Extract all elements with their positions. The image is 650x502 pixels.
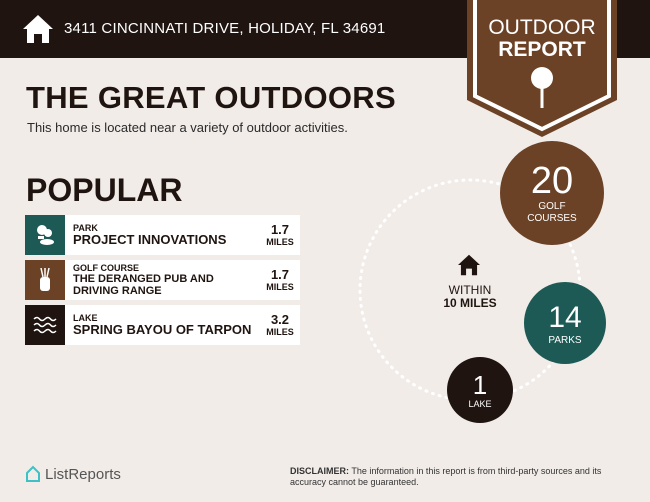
count-label: GOLF COURSES [527,201,577,224]
parks-count-circle: 14 PARKS [524,282,606,364]
count-value: 14 [548,300,582,334]
item-distance: 3.2 [270,312,290,327]
logo-icon [26,465,40,482]
golf-count-circle: 20 GOLF COURSES [500,141,604,245]
count-label: LAKE [468,399,492,409]
item-category: GOLF COURSE [73,263,140,273]
house-icon [23,15,53,43]
item-name: SPRING BAYOU OF TARPON [73,322,252,337]
item-unit: MILES [266,237,294,247]
listreports-logo: ListReports [25,465,121,483]
item-category: PARK [73,223,98,233]
disclaimer-text: The information in this report is from t… [290,466,602,487]
count-value: 20 [530,160,574,202]
within-label: WITHIN [448,283,492,297]
list-item[interactable]: PARK PROJECT INNOVATIONS 1.7 MILES [25,215,300,255]
item-unit: MILES [266,282,294,292]
logo-text: ListReports [45,465,121,483]
item-unit: MILES [266,327,294,337]
item-category: LAKE [73,313,98,323]
count-label: PARKS [548,334,582,346]
badge-line2: REPORT [498,38,586,61]
badge-line1: OUTDOOR [488,16,596,39]
list-item[interactable]: LAKE SPRING BAYOU OF TARPON 3.2 MILES [25,305,300,345]
list-item[interactable]: GOLF COURSE THE DERANGED PUB AND DRIVING … [25,260,300,300]
disclaimer: DISCLAIMER: The information in this repo… [290,466,630,488]
house-icon [458,254,480,276]
count-value: 1 [472,370,488,400]
water-icon [25,305,65,345]
item-distance: 1.7 [270,222,290,237]
lake-count-circle: 1 LAKE [447,357,513,423]
item-name: PROJECT INNOVATIONS [73,232,227,247]
radius-label: 10 MILES [443,296,497,310]
disclaimer-label: DISCLAIMER: [290,466,349,476]
page-subtitle: This home is located near a variety of o… [27,120,348,135]
property-address: 3411 CINCINNATI DRIVE, HOLIDAY, FL 34691 [64,20,386,37]
item-name: THE DERANGED PUB AND DRIVING RANGE [73,273,214,297]
tree-icon [531,67,553,108]
page-title: THE GREAT OUTDOORS [26,80,396,115]
item-distance: 1.7 [270,267,290,282]
popular-heading: POPULAR [26,172,183,208]
golf-bag-icon [25,260,65,300]
park-icon [25,215,65,255]
